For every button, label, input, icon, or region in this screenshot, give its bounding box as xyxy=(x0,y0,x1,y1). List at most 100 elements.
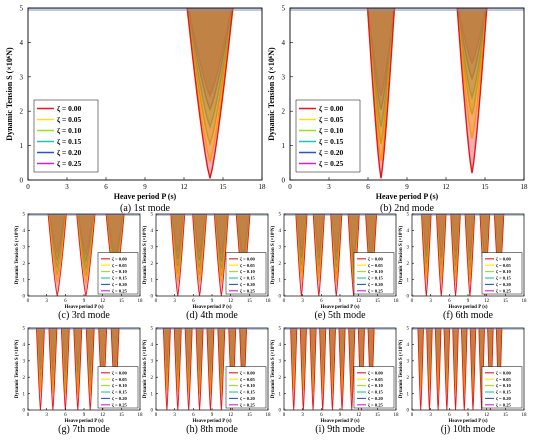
resonance-curve-z0-7 xyxy=(469,328,477,410)
resonance-curve-z0-3 xyxy=(434,328,442,410)
resonance-curve-z5-3 xyxy=(331,214,342,253)
x-tick-label: 15 xyxy=(503,299,509,304)
x-tick-label: 18 xyxy=(394,413,400,418)
x-tick-label: 9 xyxy=(211,299,214,304)
panel-caption: (g) 7th mode xyxy=(58,424,110,435)
resonance-curve-z5-5 xyxy=(86,328,95,367)
y-tick-label: 1 xyxy=(282,142,286,150)
resonance-curve-z4-2 xyxy=(313,214,325,260)
resonance-curve-z5-2 xyxy=(426,328,433,361)
resonance-curve-z4-2 xyxy=(456,8,488,81)
y-tick-label: 1 xyxy=(23,392,26,397)
legend-entry: ζ = 0.00 xyxy=(368,256,384,261)
resonance-curve-z4-3 xyxy=(309,328,317,370)
resonance-curve-z4-5 xyxy=(86,328,95,375)
resonance-curve-z0-4 xyxy=(195,328,204,410)
resonance-curve-z0-6 xyxy=(338,328,346,410)
y-axis-title: Dynamic Tension S (×10⁶N) xyxy=(270,225,276,284)
resonance-curve-z5-2 xyxy=(77,214,94,256)
resonance-curve-z0-1 xyxy=(295,214,308,296)
resonance-curve-z4-2 xyxy=(436,214,446,258)
resonance-curve-z4-4 xyxy=(465,214,475,261)
x-tick-label: 18 xyxy=(522,413,528,418)
x-tick-label: 18 xyxy=(138,299,144,304)
y-tick-label: 1 xyxy=(151,392,154,397)
legend-entry: ζ = 0.15 xyxy=(240,390,256,395)
y-axis-title: Dynamic Tension S (×10⁶N) xyxy=(14,339,20,398)
resonance-curve-z5-7 xyxy=(348,328,355,367)
top-clip-band xyxy=(156,214,268,216)
legend-entry: ζ = 0.10 xyxy=(112,383,128,388)
y-tick-label: 4 xyxy=(279,229,282,234)
resonance-curve-z5-1 xyxy=(36,328,45,363)
resonance-curve-z5-6 xyxy=(217,328,225,367)
x-axis-title: Heave period P (s) xyxy=(192,419,231,424)
x-tick-label: 12 xyxy=(100,299,106,304)
y-tick-label: 5 xyxy=(23,213,26,218)
panel-caption: (e) 5th mode xyxy=(314,310,366,321)
resonance-curve-z5-1 xyxy=(290,328,297,361)
y-tick-label: 2 xyxy=(279,262,282,267)
panel-caption: (f) 6th mode xyxy=(443,310,494,321)
legend-entry: ζ = 0.00 xyxy=(240,370,256,375)
x-tick-label: 12 xyxy=(484,299,490,304)
legend-entry: ζ = 0.05 xyxy=(319,115,343,124)
y-tick-label: 0 xyxy=(279,295,282,300)
y-tick-label: 0 xyxy=(151,295,154,300)
legend-entry: ζ = 0.00 xyxy=(496,256,512,261)
x-tick-label: 3 xyxy=(301,299,304,304)
x-tick-label: 9 xyxy=(83,299,86,304)
legend: ζ = 0.00ζ = 0.05ζ = 0.10ζ = 0.15ζ = 0.20… xyxy=(295,99,361,173)
resonance-curve-z5-4 xyxy=(319,328,326,364)
x-tick-label: 6 xyxy=(64,413,67,418)
resonance-curve-z5-5 xyxy=(452,328,459,364)
x-axis-title: Heave period P (s) xyxy=(64,305,103,310)
x-tick-label: 0 xyxy=(27,413,30,418)
x-tick-label: 12 xyxy=(443,183,451,191)
x-tick-label: 15 xyxy=(119,413,125,418)
y-axis-title: Dynamic Tension S (×10⁶N) xyxy=(270,339,276,398)
resonance-curve-z5-3 xyxy=(435,328,441,362)
legend-entry: ζ = 0.20 xyxy=(496,396,512,401)
resonance-curve-z0-1 xyxy=(162,328,171,410)
legend-entry: ζ = 0.20 xyxy=(496,282,512,287)
resonance-curve-z5-2 xyxy=(436,214,446,251)
resonance-curve-z5-1 xyxy=(171,214,184,252)
legend-entry: ζ = 0.10 xyxy=(496,383,512,388)
x-axis-title: Heave period P (s) xyxy=(64,419,103,424)
top-clip-band xyxy=(412,328,524,330)
x-axis-title: Heave period P (s) xyxy=(320,305,359,310)
x-axis-title: Heave period P (s) xyxy=(376,192,439,201)
x-tick-label: 15 xyxy=(220,183,228,191)
legend-entry: ζ = 0.05 xyxy=(240,377,256,382)
legend-entry: ζ = 0.10 xyxy=(112,269,128,274)
resonance-curve-z5-7 xyxy=(470,328,476,366)
x-tick-label: 9 xyxy=(339,299,342,304)
legend-entry: ζ = 0.20 xyxy=(240,396,256,401)
y-axis-title: Dynamic Tension S (×10⁶N) xyxy=(5,47,14,141)
resonance-curve-z4-2 xyxy=(174,328,182,370)
y-tick-label: 3 xyxy=(407,360,410,365)
legend: ζ = 0.00ζ = 0.05ζ = 0.10ζ = 0.15ζ = 0.20… xyxy=(353,366,395,409)
y-tick-label: 2 xyxy=(20,108,24,116)
y-tick-label: 4 xyxy=(151,229,154,234)
resonance-curve-z0-2 xyxy=(426,328,433,410)
legend-entry: ζ = 0.15 xyxy=(368,390,384,395)
resonance-curve-z0-7 xyxy=(348,328,356,410)
resonance-curve-z5-6 xyxy=(338,328,346,366)
legend-entry: ζ = 0.15 xyxy=(319,137,343,146)
resonance-curve-z5-1 xyxy=(296,214,307,251)
resonance-curve-z0-2 xyxy=(436,214,447,296)
resonance-curve-z0-2 xyxy=(192,214,207,296)
x-tick-label: 15 xyxy=(375,299,381,304)
resonance-curve-z3-1 xyxy=(417,328,424,374)
resonance-curve-z0-3 xyxy=(60,328,70,410)
y-tick-label: 0 xyxy=(407,409,410,414)
resonance-curve-z5-1 xyxy=(188,8,232,98)
legend-entry: ζ = 0.20 xyxy=(112,396,128,401)
y-tick-label: 5 xyxy=(407,327,410,332)
resonance-curve-z5-1 xyxy=(163,328,171,362)
